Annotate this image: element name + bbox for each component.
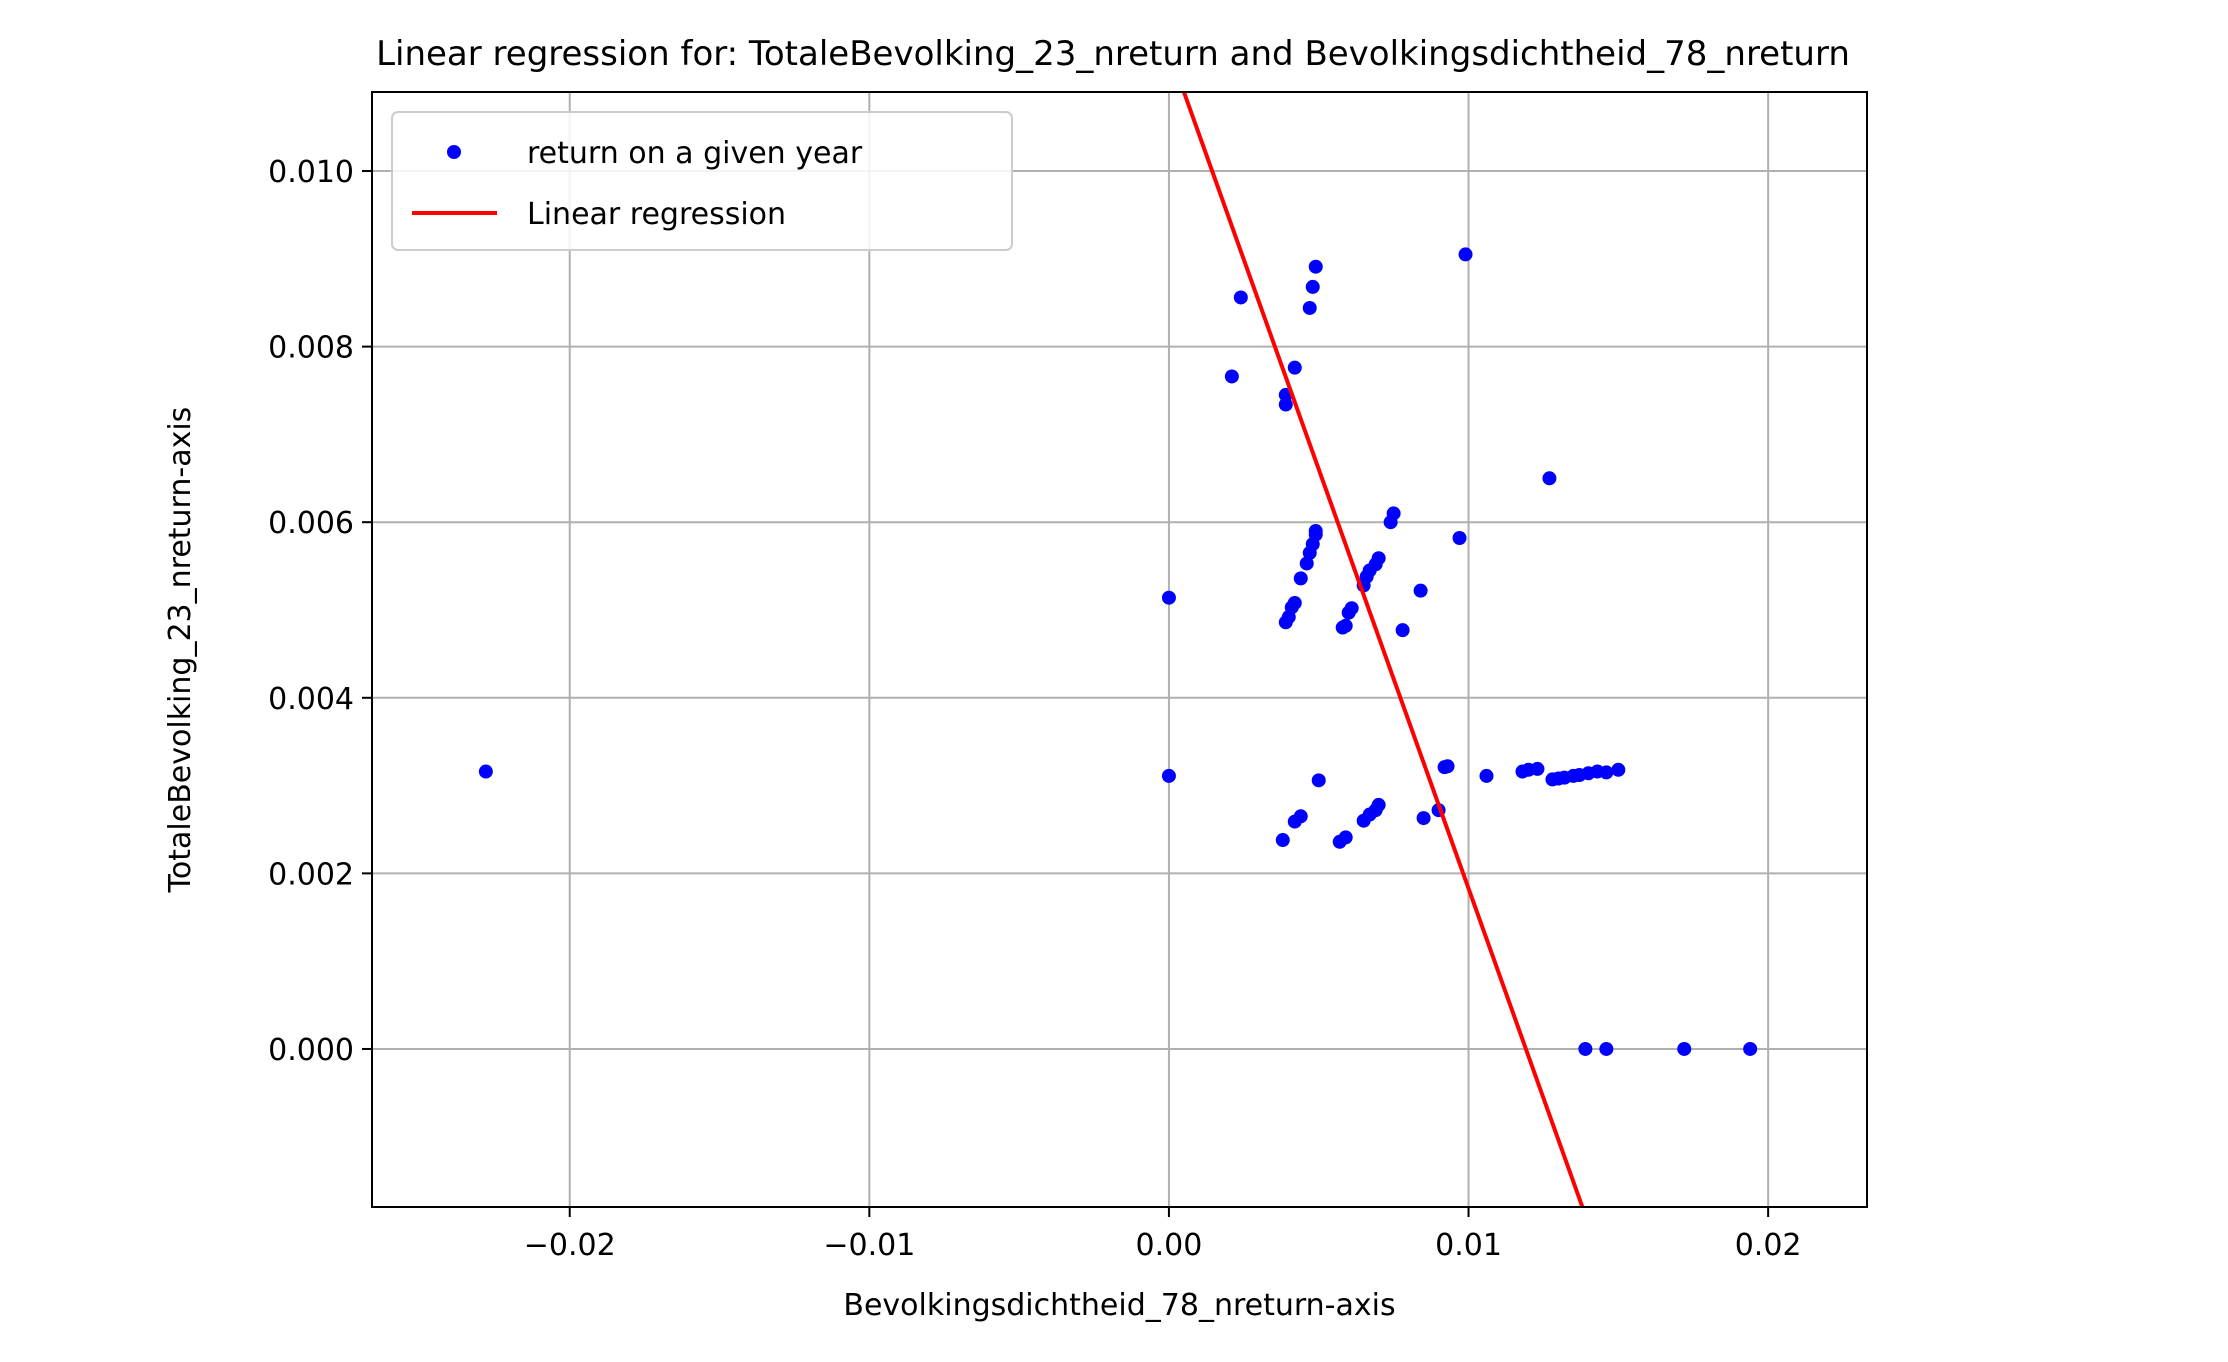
legend-marker-scatter — [447, 145, 461, 159]
x-axis-ticks: −0.02 −0.01 0.00 0.01 0.02 — [524, 1207, 1802, 1263]
data-point — [1161, 590, 1176, 605]
regression-series — [1182, 91, 1585, 1208]
data-point — [1440, 759, 1455, 774]
data-point — [1293, 809, 1308, 824]
data-point — [1287, 360, 1302, 375]
data-point — [1287, 595, 1302, 610]
data-point — [1338, 618, 1353, 633]
data-point — [1395, 623, 1410, 638]
x-tick-label: −0.01 — [823, 1228, 915, 1263]
grid-lines — [372, 92, 1867, 1207]
data-point — [1371, 551, 1386, 566]
data-point — [1275, 833, 1290, 848]
y-tick-label: 0.004 — [268, 682, 354, 717]
legend-label-scatter: return on a given year — [527, 136, 863, 171]
data-point — [1311, 773, 1326, 788]
legend-label-line: Linear regression — [527, 197, 786, 232]
x-tick-label: 0.00 — [1136, 1228, 1203, 1263]
data-point — [1743, 1041, 1758, 1056]
scatter-series — [478, 247, 1758, 1056]
data-point — [1578, 1041, 1593, 1056]
x-tick-label: −0.02 — [524, 1228, 616, 1263]
y-tick-label: 0.006 — [268, 506, 354, 541]
data-point — [1371, 797, 1386, 812]
legend: return on a given year Linear regression — [391, 111, 1013, 251]
data-point — [1278, 397, 1293, 412]
y-tick-label: 0.002 — [268, 857, 354, 892]
data-point — [1308, 259, 1323, 274]
data-point — [1530, 761, 1545, 776]
data-point — [1452, 531, 1467, 545]
data-point — [1293, 571, 1308, 586]
data-point — [1542, 471, 1557, 486]
data-point — [1302, 300, 1317, 315]
data-point — [1386, 506, 1401, 521]
data-point — [1416, 811, 1431, 826]
plot-frame — [371, 91, 1868, 1208]
data-point — [478, 764, 493, 779]
y-tick-label: 0.008 — [268, 331, 354, 366]
x-axis-label: Bevolkingsdichtheid_78_nreturn-axis — [843, 1288, 1395, 1323]
data-point — [1599, 1041, 1614, 1056]
regression-line — [1182, 91, 1585, 1208]
x-tick-label: 0.02 — [1735, 1228, 1802, 1263]
x-tick-label: 0.01 — [1435, 1228, 1502, 1263]
data-point — [1458, 247, 1473, 262]
data-point — [1224, 369, 1239, 384]
y-tick-label: 0.000 — [268, 1033, 354, 1068]
legend-box — [391, 111, 1013, 251]
y-axis-label: TotaleBevolking_23_nreturn-axis — [163, 407, 198, 894]
data-point — [1599, 765, 1614, 780]
data-point — [1233, 290, 1248, 305]
data-point — [1479, 768, 1494, 783]
data-point — [1338, 830, 1353, 845]
data-point — [1308, 523, 1323, 538]
chart-title: Linear regression for: TotaleBevolking_2… — [376, 34, 1850, 74]
data-point — [1161, 768, 1176, 783]
data-point — [1305, 279, 1320, 294]
data-point — [1677, 1041, 1692, 1056]
y-tick-label: 0.010 — [268, 155, 354, 190]
y-axis-ticks: 0.000 0.002 0.004 0.006 0.008 0.010 — [268, 155, 372, 1068]
data-point — [1299, 556, 1314, 571]
data-point — [1413, 583, 1428, 598]
data-point — [1611, 762, 1626, 777]
data-point — [1344, 601, 1359, 616]
